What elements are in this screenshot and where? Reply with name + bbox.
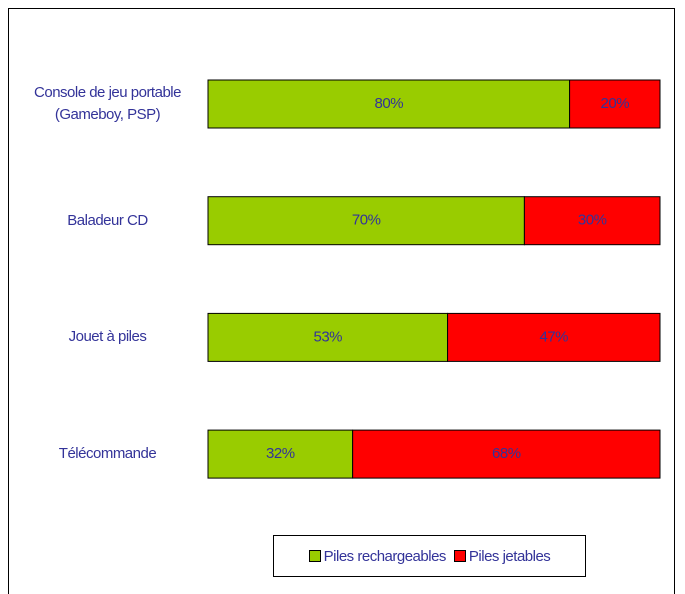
bar-segment xyxy=(207,312,449,362)
bar-segment xyxy=(569,79,661,129)
bar-segment xyxy=(447,312,661,362)
category-label: Console de jeu portable (Gameboy, PSP) xyxy=(34,84,181,123)
bar-segment xyxy=(352,429,661,479)
category-label: Jouet à piles xyxy=(68,328,147,346)
legend: Piles rechargeables Piles jetables xyxy=(273,535,586,577)
legend-swatch xyxy=(308,550,321,562)
category-label: Télécommande xyxy=(58,445,157,463)
value-label: 80% xyxy=(375,95,404,112)
value-label: 20% xyxy=(601,95,630,112)
category-label: Baladeur CD xyxy=(67,211,148,229)
value-label: 32% xyxy=(266,445,295,462)
value-label: 30% xyxy=(578,212,607,229)
value-label: 47% xyxy=(540,328,569,345)
bar-segment xyxy=(207,429,354,479)
legend-swatch xyxy=(453,550,466,562)
value-label: 68% xyxy=(492,445,521,462)
legend-item: Piles rechargeables xyxy=(308,547,447,565)
bar-segment xyxy=(207,196,525,246)
legend-label: Piles jetables xyxy=(468,547,551,565)
bar-segment xyxy=(523,196,661,246)
legend-item: Piles jetables xyxy=(453,547,551,565)
chart-frame xyxy=(8,8,675,594)
legend-label: Piles rechargeables xyxy=(323,547,447,565)
value-label: 70% xyxy=(352,212,381,229)
value-label: 53% xyxy=(314,328,343,345)
bar-segment xyxy=(207,79,571,129)
